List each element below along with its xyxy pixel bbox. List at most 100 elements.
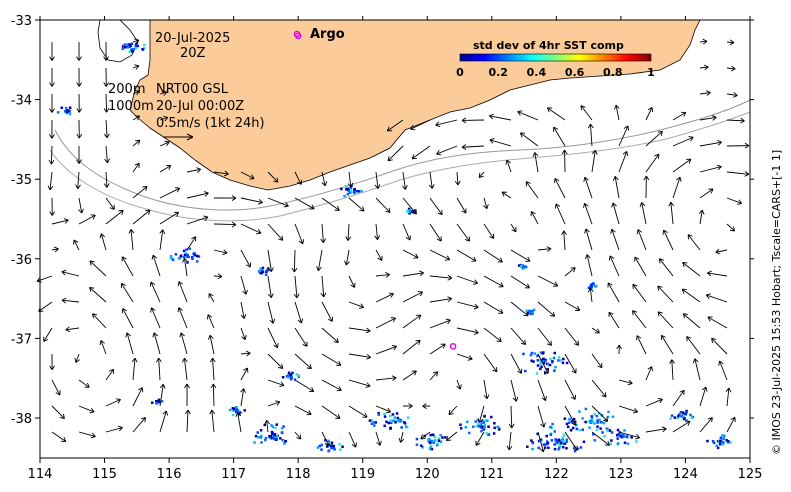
current-vector — [267, 249, 274, 273]
current-vector — [159, 115, 169, 122]
current-vector — [429, 197, 443, 216]
sst-variability-cell — [468, 431, 471, 435]
current-vector — [240, 301, 247, 319]
current-vector — [294, 353, 312, 370]
sst-variability-cell — [196, 254, 199, 258]
sst-variability-cell — [186, 253, 189, 257]
sst-variability-cell — [128, 50, 132, 53]
current-vector — [321, 431, 330, 446]
current-vector — [184, 409, 191, 433]
current-vector — [344, 249, 350, 266]
sst-variability-cell — [280, 431, 284, 434]
sst-variability-cell — [193, 252, 196, 255]
sst-variability-cell — [565, 447, 568, 450]
current-vector — [618, 379, 633, 386]
sst-variability-cell — [622, 434, 625, 437]
current-vector — [456, 301, 479, 310]
sst-variability-cell — [524, 265, 527, 268]
sst-variability-cell — [596, 421, 599, 424]
sst-variability-cell — [482, 426, 486, 429]
sst-variability-cell — [341, 445, 344, 448]
sst-variability-cell — [685, 410, 688, 414]
current-vector — [510, 353, 523, 374]
sst-variability-cell — [716, 446, 720, 450]
sst-variability-cell — [531, 309, 534, 313]
current-vector — [209, 409, 216, 433]
current-vector — [672, 420, 691, 433]
colorbar-gradient — [459, 53, 652, 62]
sst-variability-cell — [327, 449, 331, 452]
sst-variability-cell — [528, 309, 531, 313]
current-vector — [103, 171, 110, 188]
sst-variability-cell — [721, 434, 724, 437]
current-vector — [456, 223, 470, 242]
sst-variability-cell — [275, 437, 278, 440]
latitude-tick-label: -36 — [11, 253, 32, 268]
sst-variability-cell — [282, 425, 285, 428]
current-vector — [186, 191, 209, 199]
current-vector — [698, 209, 705, 225]
sst-variability-cell — [606, 429, 609, 432]
current-vector — [429, 274, 453, 281]
current-vector — [206, 314, 215, 329]
sst-variability-cell — [601, 431, 604, 434]
current-vector — [607, 282, 620, 303]
sst-variability-cell — [609, 442, 612, 445]
current-vector — [156, 357, 162, 381]
sst-variability-cell — [545, 434, 548, 438]
source-time-label: 20-Jul 00:00Z — [156, 99, 244, 114]
current-vector — [321, 405, 341, 419]
sst-variability-cell — [581, 428, 584, 431]
current-vector — [510, 275, 530, 289]
current-vector — [213, 249, 228, 256]
current-vector — [669, 359, 675, 381]
sst-variability-cell — [536, 359, 540, 362]
sst-variability-cell — [474, 420, 477, 423]
sst-variability-cell — [579, 446, 583, 449]
longitude-tick-label: 114 — [28, 467, 53, 482]
sst-variability-cell — [420, 444, 423, 447]
sst-variability-cell — [383, 412, 386, 416]
sst-variability-cell — [459, 427, 463, 430]
current-vector — [186, 167, 201, 173]
sst-variability-cell — [567, 425, 570, 429]
sst-variability-cell — [529, 353, 533, 357]
current-vector — [429, 318, 451, 329]
sst-variability-cell — [433, 439, 437, 442]
current-vector — [608, 311, 620, 329]
sst-variability-cell — [431, 433, 435, 436]
current-vector — [456, 379, 462, 390]
current-vector — [320, 223, 326, 244]
current-vector — [240, 275, 248, 295]
current-vector — [402, 403, 413, 409]
sst-variability-cell — [259, 271, 262, 275]
sst-variability-cell — [291, 371, 294, 375]
current-vector — [428, 171, 435, 189]
current-vector — [410, 119, 431, 131]
longitude-tick-label: 119 — [350, 467, 375, 482]
current-vector — [76, 41, 82, 61]
sst-variability-cell — [406, 416, 410, 419]
sst-variability-cell — [143, 43, 146, 47]
sst-variability-cell — [394, 419, 398, 422]
current-vector — [645, 426, 667, 433]
current-vector — [132, 38, 140, 45]
current-vector — [537, 327, 552, 346]
current-vector — [43, 327, 53, 342]
sst-variability-cell — [542, 361, 546, 365]
current-vector — [510, 223, 517, 233]
sst-variability-cell — [406, 210, 409, 213]
sst-variability-cell — [353, 188, 356, 192]
sst-variability-cell — [573, 449, 577, 453]
sst-variability-cell — [483, 415, 486, 418]
sst-variability-cell — [606, 427, 609, 431]
sst-variability-cell — [493, 426, 496, 430]
sst-variability-cell — [565, 361, 569, 365]
sst-variability-cell — [121, 45, 125, 48]
current-vector — [726, 92, 738, 98]
current-vector — [159, 383, 166, 407]
sst-variability-cell — [353, 191, 356, 194]
sst-variability-cell — [184, 252, 188, 255]
sst-variability-cell — [562, 440, 565, 443]
current-vector — [591, 327, 600, 334]
